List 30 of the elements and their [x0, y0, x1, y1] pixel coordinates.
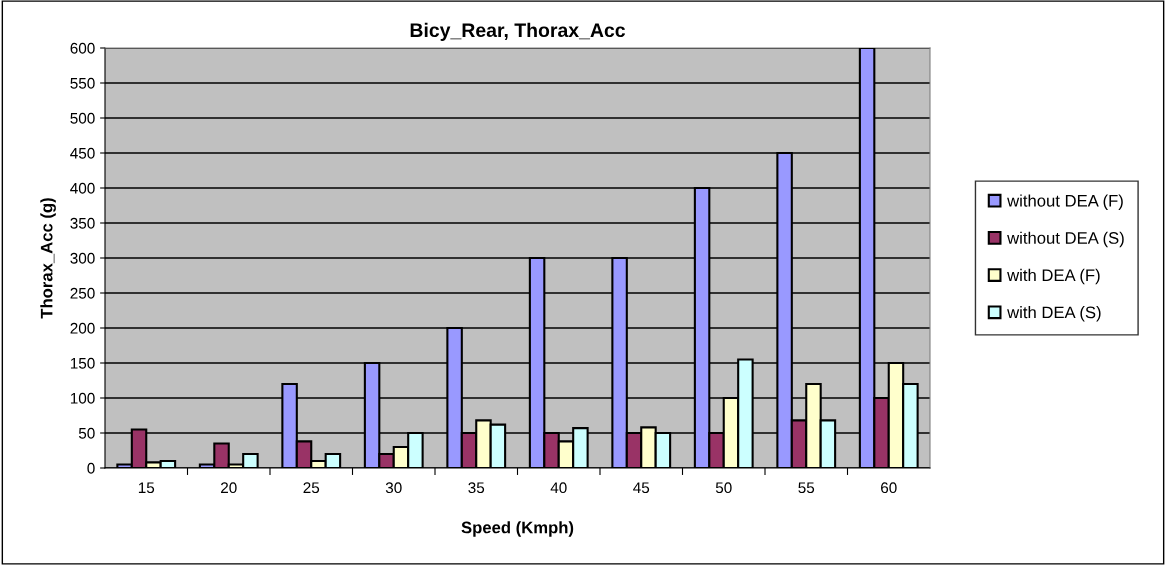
- x-tick-label: 50: [715, 482, 732, 494]
- legend-label: without DEA (S): [1007, 231, 1124, 248]
- y-tick-label: 300: [70, 252, 95, 264]
- x-tick-label: 15: [138, 482, 155, 494]
- x-tick-label: 45: [633, 482, 650, 494]
- y-axis-title: Thorax_Acc (g): [40, 198, 56, 319]
- x-tick-label: 55: [798, 482, 815, 494]
- y-tick-label: 600: [70, 42, 95, 54]
- y-tick-label: 50: [78, 427, 95, 439]
- x-tick-label: 25: [303, 482, 320, 494]
- y-tick-label: 550: [70, 77, 95, 89]
- y-tick-label: 200: [70, 322, 95, 334]
- y-tick-label: 500: [70, 112, 95, 124]
- y-tick-label: 400: [70, 182, 95, 194]
- y-tick-label: 450: [70, 147, 95, 159]
- x-tick-label: 30: [385, 482, 402, 494]
- x-tick-label: 20: [221, 482, 237, 494]
- chart-title: Bicy_Rear, Thorax_Acc: [410, 22, 626, 41]
- x-tick-label: 40: [550, 482, 567, 494]
- legend-label: without DEA (F): [1007, 194, 1123, 210]
- x-tick-label: 35: [468, 482, 485, 494]
- y-tick-label: 100: [70, 392, 95, 404]
- legend-label: with DEA (S): [1007, 306, 1101, 322]
- legend-label: with DEA (F): [1007, 268, 1100, 285]
- y-tick-label: 150: [70, 357, 95, 369]
- x-axis-title: Speed (Kmph): [461, 521, 574, 537]
- y-tick-label: 350: [70, 217, 95, 229]
- y-tick-label: 0: [87, 462, 95, 474]
- x-tick-label: 60: [881, 482, 897, 494]
- y-tick-label: 250: [70, 287, 95, 299]
